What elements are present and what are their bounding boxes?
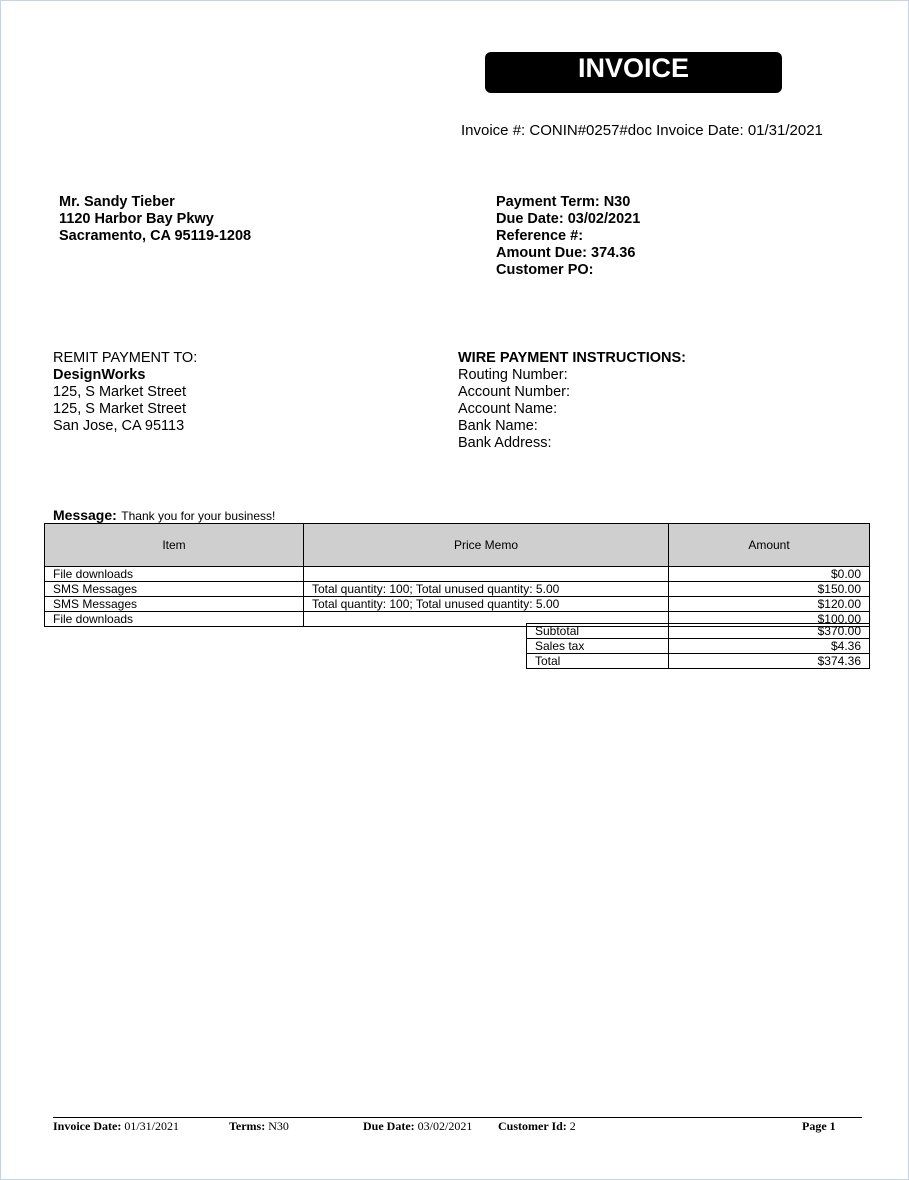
value: 01/31/2021 <box>124 1119 179 1133</box>
footer-customer-id: Customer Id: 2 <box>498 1119 576 1134</box>
payment-info: Payment Term: N30 Due Date: 03/02/2021 R… <box>496 194 640 279</box>
customer-po: Customer PO: <box>496 262 594 278</box>
label: Terms: <box>229 1119 266 1133</box>
remit-block: REMIT PAYMENT TO: DesignWorks 125, S Mar… <box>53 350 197 435</box>
value: N30 <box>268 1119 289 1133</box>
message-text: Thank you for your business! <box>121 509 276 523</box>
table-row: SMS Messages Total quantity: 100; Total u… <box>44 581 870 597</box>
amount-cell: $150.00 <box>668 581 870 597</box>
amount-due: Amount Due: 374.36 <box>496 245 636 261</box>
footer-page: Page 1 <box>802 1119 836 1133</box>
memo-cell: Total quantity: 100; Total unused quanti… <box>303 596 669 612</box>
message: Message: Thank you for your business! <box>53 507 275 525</box>
total-row: Total $374.36 <box>526 653 870 669</box>
label: Customer Id: <box>498 1119 567 1133</box>
bill-to-city: Sacramento, CA 95119-1208 <box>59 228 252 244</box>
remit-line: 125, S Market Street <box>53 384 186 400</box>
remit-label: REMIT PAYMENT TO: <box>53 350 198 366</box>
bill-to-name: Mr. Sandy Tieber <box>59 194 175 210</box>
value: 2 <box>569 1119 576 1133</box>
remit-line: San Jose, CA 95113 <box>53 418 185 434</box>
header-price-memo: Price Memo <box>303 523 669 567</box>
footer-terms: Terms: N30 <box>229 1119 289 1134</box>
wire-line: Account Number: <box>458 384 571 400</box>
total-value: $374.36 <box>668 653 870 669</box>
sales-tax-label: Sales tax <box>526 638 669 654</box>
table-row: File downloads $0.00 <box>44 566 870 582</box>
wire-line: Account Name: <box>458 401 558 417</box>
header-amount: Amount <box>668 523 870 567</box>
footer-invoice-date: Invoice Date: 01/31/2021 <box>53 1119 179 1134</box>
item-cell: SMS Messages <box>44 581 304 597</box>
invoice-title: INVOICE <box>485 52 782 93</box>
footer-due-date: Due Date: 03/02/2021 <box>363 1119 472 1134</box>
due-date: Due Date: 03/02/2021 <box>496 211 641 227</box>
amount-cell: $0.00 <box>668 566 870 582</box>
header-item: Item <box>44 523 304 567</box>
payment-term: Payment Term: N30 <box>496 194 631 210</box>
wire-title: WIRE PAYMENT INSTRUCTIONS: <box>458 350 686 366</box>
totals-table: Subtotal $370.00 Sales tax $4.36 Total $374… <box>526 623 870 669</box>
sales-tax-value: $4.36 <box>668 638 870 654</box>
bill-to-street: 1120 Harbor Bay Pkwy <box>59 211 214 227</box>
item-cell: File downloads <box>44 611 304 627</box>
memo-cell <box>303 566 669 582</box>
label: Invoice Date: <box>53 1119 122 1133</box>
wire-line: Bank Name: <box>458 418 538 434</box>
value: 03/02/2021 <box>417 1119 473 1133</box>
footer-divider <box>53 1117 862 1118</box>
item-cell: SMS Messages <box>44 596 304 612</box>
wire-line: Routing Number: <box>458 367 568 383</box>
memo-cell: Total quantity: 100; Total unused quanti… <box>303 581 669 597</box>
wire-block: WIRE PAYMENT INSTRUCTIONS: Routing Numbe… <box>458 350 686 452</box>
reference: Reference #: <box>496 228 584 244</box>
line-items-table: Item Price Memo Amount File downloads $0.… <box>44 523 870 627</box>
sales-tax-row: Sales tax $4.36 <box>526 638 870 654</box>
message-label: Message: <box>53 507 117 523</box>
total-label: Total <box>526 653 669 669</box>
subtotal-label: Subtotal <box>526 623 669 639</box>
label: Due Date: <box>363 1119 415 1133</box>
table-header: Item Price Memo Amount <box>44 523 870 567</box>
bill-to: Mr. Sandy Tieber 1120 Harbor Bay Pkwy Sa… <box>59 194 251 245</box>
invoice-number-line: Invoice #: CONIN#0257#doc Invoice Date: … <box>461 122 823 139</box>
subtotal-value: $370.00 <box>668 623 870 639</box>
remit-name: DesignWorks <box>53 367 146 383</box>
table-row: SMS Messages Total quantity: 100; Total u… <box>44 596 870 612</box>
item-cell: File downloads <box>44 566 304 582</box>
remit-line: 125, S Market Street <box>53 401 186 417</box>
subtotal-row: Subtotal $370.00 <box>526 623 870 639</box>
amount-cell: $120.00 <box>668 596 870 612</box>
wire-line: Bank Address: <box>458 435 552 451</box>
